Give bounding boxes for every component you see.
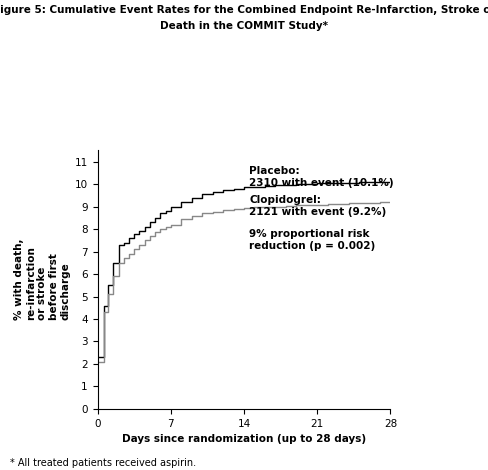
Text: Death in the COMMIT Study*: Death in the COMMIT Study* xyxy=(160,21,328,31)
Text: Figure 5: Cumulative Event Rates for the Combined Endpoint Re-Infarction, Stroke: Figure 5: Cumulative Event Rates for the… xyxy=(0,5,488,15)
Text: * All treated patients received aspirin.: * All treated patients received aspirin. xyxy=(10,458,196,468)
Text: 9% proportional risk
reduction (p = 0.002): 9% proportional risk reduction (p = 0.00… xyxy=(249,229,375,251)
Text: Placebo:
2310 with event (10.1%): Placebo: 2310 with event (10.1%) xyxy=(249,166,394,188)
Text: Clopidogrel:
2121 with event (9.2%): Clopidogrel: 2121 with event (9.2%) xyxy=(249,196,386,217)
X-axis label: Days since randomization (up to 28 days): Days since randomization (up to 28 days) xyxy=(122,434,366,444)
Y-axis label: % with death,
re-infarction
or stroke
before first
discharge: % with death, re-infarction or stroke be… xyxy=(14,239,70,321)
